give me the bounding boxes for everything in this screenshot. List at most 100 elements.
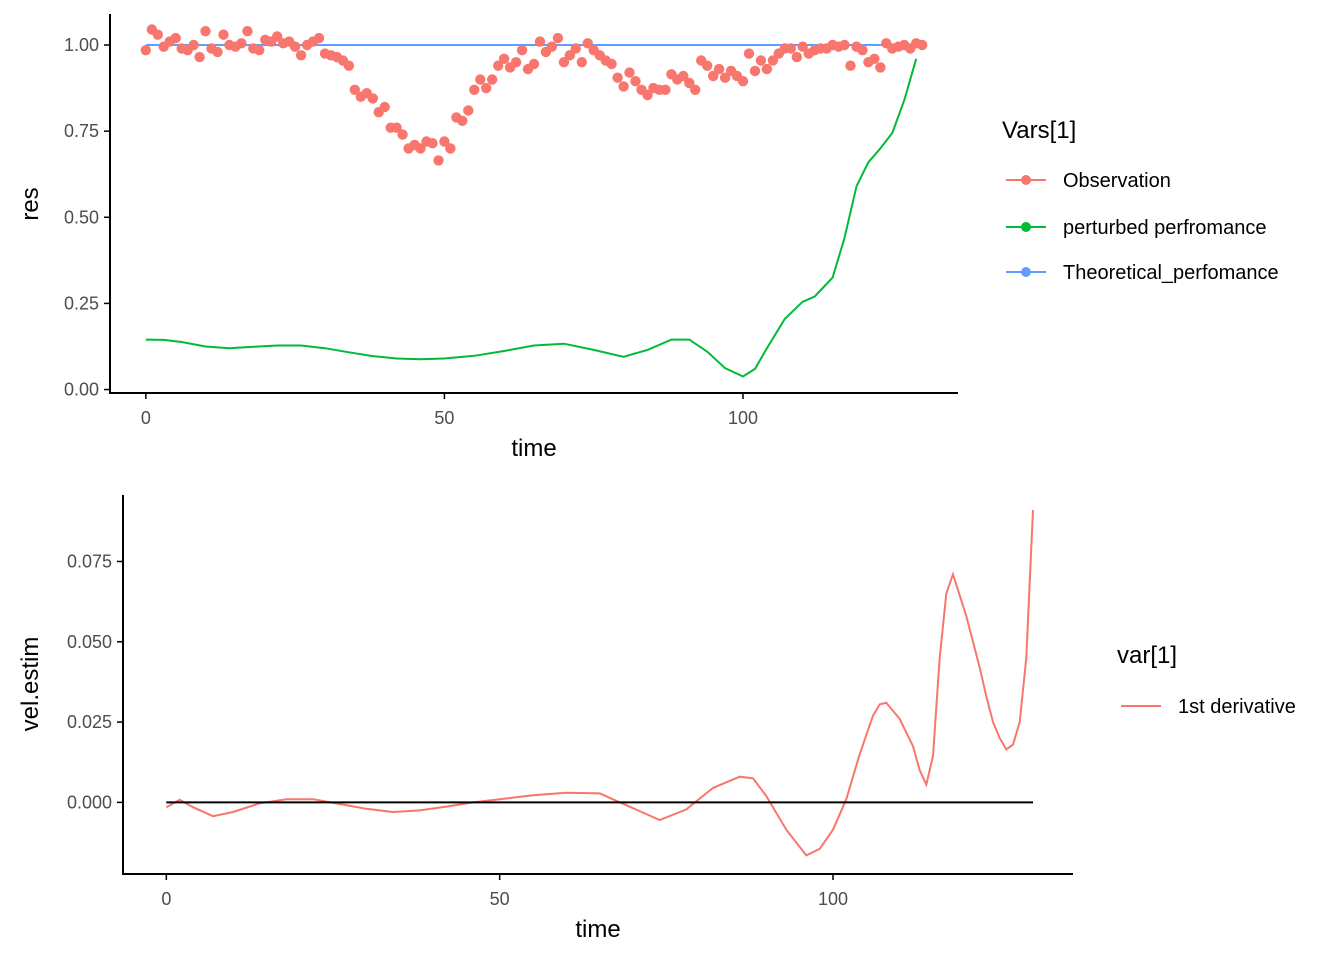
observation-point bbox=[188, 39, 199, 51]
p2-x-tick-label: 0 bbox=[161, 889, 171, 909]
observation-point bbox=[708, 70, 719, 82]
observation-point bbox=[481, 82, 492, 94]
observation-point bbox=[642, 89, 653, 101]
legend-item-theoretical: Theoretical_perfomance bbox=[1006, 262, 1279, 284]
observation-point bbox=[797, 41, 808, 52]
velocity-panel: 0.000 0.025 0.050 0.075 0 50 100 time vel.est… bbox=[17, 495, 1296, 943]
observation-point bbox=[469, 84, 480, 96]
observation-point bbox=[254, 45, 265, 56]
observation-point bbox=[212, 46, 223, 58]
observation-point bbox=[534, 36, 546, 47]
observation-point bbox=[498, 53, 510, 64]
legend-key-theoretical-point bbox=[1021, 267, 1031, 277]
performance-x-axis-title: time bbox=[511, 435, 556, 462]
velocity-plot-area bbox=[165, 510, 1034, 857]
observation-point bbox=[845, 60, 856, 71]
observation-point bbox=[289, 41, 301, 52]
observation-point bbox=[349, 84, 360, 96]
observation-point bbox=[791, 51, 802, 63]
performance-y-axis-title: res bbox=[17, 187, 44, 220]
velocity-y-axis-title: vel.estim bbox=[17, 637, 44, 732]
observation-point bbox=[242, 26, 253, 37]
p2-y-tick-label: 0.025 bbox=[67, 712, 112, 732]
observation-point bbox=[194, 51, 205, 63]
observation-point bbox=[379, 101, 390, 113]
observation-point bbox=[152, 29, 163, 40]
observation-point bbox=[678, 70, 689, 82]
p1-y-tick-label: 0.00 bbox=[64, 380, 99, 400]
observation-point bbox=[618, 81, 629, 92]
observation-point bbox=[719, 72, 731, 83]
observation-point bbox=[606, 58, 617, 70]
velocity-legend: var[1] 1st derivative bbox=[1117, 642, 1296, 718]
observation-point bbox=[463, 105, 474, 116]
observation-point bbox=[140, 45, 151, 56]
observation-point bbox=[743, 48, 755, 59]
observation-point bbox=[630, 76, 641, 87]
observation-point bbox=[785, 43, 796, 54]
observation-point bbox=[857, 45, 868, 56]
legend-label-theoretical: Theoretical_perfomance bbox=[1063, 262, 1279, 284]
observation-point bbox=[445, 143, 456, 154]
observation-point bbox=[690, 84, 701, 96]
p1-y-tick-label: 0.50 bbox=[64, 207, 99, 227]
observation-point bbox=[510, 57, 522, 68]
p1-y-tick-label: 0.75 bbox=[64, 121, 99, 141]
observation-point bbox=[624, 67, 635, 78]
observation-point bbox=[397, 129, 408, 140]
observation-point bbox=[236, 38, 247, 49]
observation-point bbox=[457, 115, 468, 127]
observation-point bbox=[582, 38, 593, 49]
observation-point bbox=[516, 45, 528, 56]
p1-x-tick-label: 0 bbox=[141, 408, 151, 428]
legend-item-derivative: 1st derivative bbox=[1121, 696, 1296, 718]
observation-point bbox=[564, 50, 575, 61]
performance-y-ticks: 0.00 0.25 0.50 0.75 1.00 bbox=[64, 35, 110, 400]
observation-point bbox=[295, 50, 307, 61]
observation-point bbox=[761, 63, 773, 75]
observation-point bbox=[749, 65, 761, 77]
p2-y-tick-label: 0.050 bbox=[67, 632, 112, 652]
observation-point bbox=[875, 62, 886, 73]
observation-point bbox=[737, 76, 749, 87]
performance-legend-title: Vars[1] bbox=[1002, 117, 1076, 144]
legend-key-observation-point bbox=[1021, 175, 1031, 185]
legend-label-perturbed: perturbed perfromance bbox=[1063, 217, 1266, 239]
legend-item-perturbed: perturbed perfromance bbox=[1006, 217, 1266, 239]
performance-plot-area bbox=[140, 24, 928, 378]
observation-point bbox=[427, 138, 438, 149]
observation-point bbox=[612, 72, 623, 83]
legend-label-derivative: 1st derivative bbox=[1178, 696, 1296, 718]
observation-point bbox=[391, 122, 402, 133]
observation-point bbox=[313, 32, 325, 44]
observation-point bbox=[917, 39, 928, 51]
observation-point bbox=[272, 31, 283, 42]
observation-point bbox=[839, 39, 850, 51]
observation-point bbox=[558, 57, 570, 68]
legend-key-perturbed-point bbox=[1021, 222, 1031, 232]
observation-point bbox=[869, 53, 880, 64]
legend-item-observation: Observation bbox=[1006, 170, 1171, 192]
observation-point bbox=[475, 74, 486, 85]
legend-label-observation: Observation bbox=[1063, 170, 1171, 192]
observation-point bbox=[170, 32, 181, 44]
observation-point bbox=[218, 29, 229, 40]
observation-point bbox=[415, 143, 426, 154]
observation-point bbox=[767, 55, 779, 66]
velocity-x-ticks: 0 50 100 bbox=[161, 874, 848, 909]
p2-y-tick-label: 0.075 bbox=[67, 551, 112, 571]
observation-point bbox=[439, 136, 450, 147]
observation-point bbox=[576, 57, 587, 68]
observation-point bbox=[755, 55, 767, 66]
p1-x-tick-label: 100 bbox=[728, 408, 758, 428]
performance-x-ticks: 0 50 100 bbox=[141, 393, 758, 428]
velocity-y-ticks: 0.000 0.025 0.050 0.075 bbox=[67, 551, 123, 812]
p1-y-tick-label: 1.00 bbox=[64, 35, 99, 55]
observation-point bbox=[487, 74, 498, 85]
observation-point bbox=[552, 32, 564, 44]
velocity-legend-title: var[1] bbox=[1117, 642, 1177, 669]
p2-x-tick-label: 50 bbox=[490, 889, 510, 909]
p1-x-tick-label: 50 bbox=[434, 408, 454, 428]
observation-point bbox=[367, 93, 378, 104]
